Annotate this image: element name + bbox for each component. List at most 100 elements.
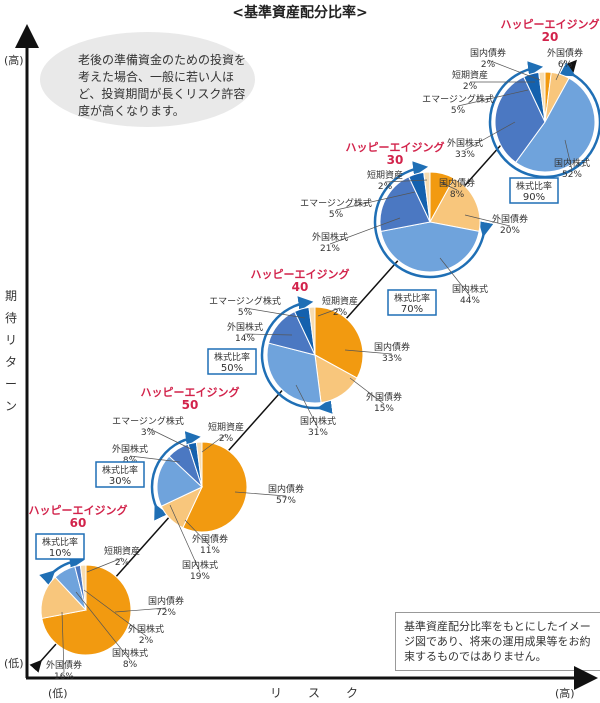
series-number: 20: [542, 30, 559, 44]
slice-value: 33%: [455, 150, 475, 160]
slice-label: 短期資産: [104, 545, 140, 557]
slice-label: 外国債券: [547, 47, 583, 59]
equity-ratio-box: [95, 461, 145, 488]
slice-label: エマージング株式: [300, 197, 372, 209]
equity-ratio-value: 50%: [221, 363, 243, 374]
slice-label: 国内債券: [374, 341, 410, 353]
equity-ratio-box: [387, 289, 437, 316]
slice-value: 2%: [219, 434, 234, 444]
x-low-label: (低): [48, 687, 68, 700]
leader-line: [129, 455, 181, 463]
pie-slice: [79, 564, 87, 611]
slice-label: 短期資産: [452, 69, 488, 81]
equity-ratio-label: 株式比率: [394, 292, 430, 304]
slice-label: 国内株式: [300, 415, 336, 427]
leader-line: [335, 191, 416, 211]
slice-value: 14%: [235, 334, 255, 344]
leader-line: [344, 349, 393, 355]
equity-ratio-arc: [39, 554, 85, 586]
slice-label: エマージング株式: [112, 415, 184, 427]
slice-value: 5%: [238, 308, 253, 318]
slice-label: 国内債券: [470, 47, 506, 59]
pie-slice: [429, 177, 481, 232]
equity-ratio-label: 株式比率: [42, 536, 78, 548]
slice-label: 短期資産: [367, 169, 403, 181]
slice-label: 国内債券: [268, 483, 304, 495]
slice-label: 外国株式: [128, 623, 164, 635]
pie-slice: [514, 77, 596, 173]
equity-ratio-arc: [150, 431, 201, 521]
leader-line: [234, 491, 287, 497]
equity-ratio-label: 株式比率: [516, 180, 552, 192]
slice-value: 5%: [329, 210, 344, 220]
series-number: 60: [70, 516, 87, 530]
slice-value: 19%: [190, 572, 210, 582]
leader-line: [555, 59, 566, 81]
slice-label: 短期資産: [208, 421, 244, 433]
leader-line: [464, 121, 516, 151]
pie-slice: [308, 306, 316, 356]
slice-label: 短期資産: [322, 295, 358, 307]
slice-label: 外国株式: [227, 321, 263, 333]
series-name: ハッピーエイジング: [501, 17, 600, 31]
slice-label: 国内債券: [439, 177, 475, 189]
leader-line: [384, 179, 428, 183]
equity-ratio-arc: [488, 61, 600, 179]
pie-slice: [380, 221, 480, 273]
equity-ratio-value: 90%: [523, 192, 545, 203]
leader-line: [244, 307, 306, 319]
slice-value: 2%: [139, 636, 154, 646]
slice-label: 国内株式: [452, 283, 488, 295]
slice-value: 16%: [54, 672, 74, 682]
slice-value: 31%: [308, 428, 328, 438]
pie-slice: [379, 176, 431, 232]
slice-value: 3%: [141, 428, 156, 438]
leader-line: [169, 504, 201, 573]
leader-line: [201, 433, 227, 453]
slice-value: 5%: [451, 106, 466, 116]
slice-label: 国内株式: [112, 647, 148, 659]
slice-label: 外国株式: [312, 231, 348, 243]
equity-ratio-value: 70%: [401, 304, 423, 315]
slice-value: 2%: [378, 182, 393, 192]
slice-value: 2%: [481, 60, 496, 70]
series-name: ハッピーエイジング: [141, 385, 240, 399]
slice-value: 57%: [276, 496, 296, 506]
equity-ratio-box: [509, 177, 559, 204]
slice-value: 72%: [156, 608, 176, 618]
series-number: 50: [182, 398, 199, 412]
slice-value: 8%: [123, 660, 138, 670]
pie-slice: [40, 576, 87, 620]
leader-line: [147, 427, 194, 451]
slice-value: 2%: [463, 82, 478, 92]
leader-line: [86, 557, 123, 573]
leader-line: [61, 611, 65, 673]
leader-line: [329, 217, 401, 245]
slice-label: 外国株式: [112, 443, 148, 455]
y-low-label: (低): [4, 657, 24, 670]
equity-ratio-arc: [373, 161, 494, 279]
slice-value: 11%: [200, 546, 220, 556]
leader-line: [464, 214, 511, 227]
y-axis-label: 期待リターン: [4, 289, 17, 413]
x-axis-label: リスク: [270, 686, 385, 700]
pie-slice: [314, 306, 364, 379]
leader-line: [439, 257, 471, 297]
leader-line: [457, 89, 529, 107]
pie-slice: [266, 342, 322, 404]
leader-line: [349, 377, 385, 405]
leader-line: [184, 519, 211, 547]
slice-value: 6%: [558, 60, 573, 70]
slice-value: 8%: [450, 190, 465, 200]
equity-ratio-box: [35, 533, 85, 560]
y-high-label: (高): [4, 54, 24, 67]
slice-label: 外国債券: [46, 659, 82, 671]
pie-slice: [182, 441, 248, 533]
leader-line: [295, 384, 319, 429]
series-name: ハッピーエイジング: [29, 503, 128, 517]
slice-label: エマージング株式: [422, 93, 494, 105]
leader-line: [487, 59, 541, 81]
slice-label: 外国株式: [447, 137, 483, 149]
slice-value: 44%: [460, 296, 480, 306]
